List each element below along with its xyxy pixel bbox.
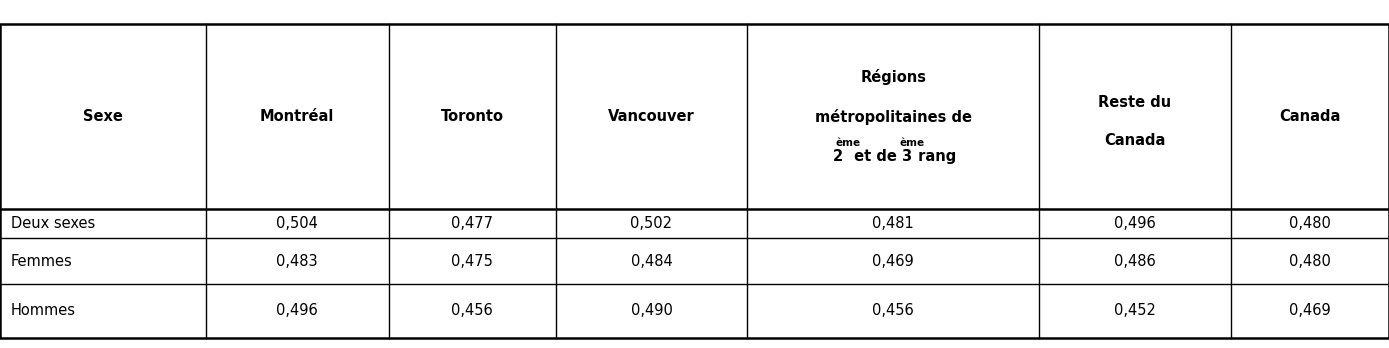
Text: 0,484: 0,484	[631, 253, 672, 269]
Text: Deux sexes: Deux sexes	[11, 216, 96, 231]
Text: ème: ème	[900, 139, 925, 148]
Text: 0,486: 0,486	[1114, 253, 1156, 269]
Text: Canada: Canada	[1279, 109, 1340, 124]
Text: 0,452: 0,452	[1114, 303, 1156, 318]
Text: 0,496: 0,496	[1114, 216, 1156, 231]
Text: Toronto: Toronto	[440, 109, 504, 124]
Text: ème: ème	[835, 139, 860, 148]
Text: Reste du: Reste du	[1099, 95, 1171, 110]
Text: métropolitaines de: métropolitaines de	[814, 109, 972, 125]
Text: Vancouver: Vancouver	[608, 109, 694, 124]
Text: Femmes: Femmes	[11, 253, 72, 269]
Text: 0,469: 0,469	[872, 253, 914, 269]
Text: rang: rang	[914, 149, 957, 164]
Text: 0,496: 0,496	[276, 303, 318, 318]
Text: Canada: Canada	[1104, 133, 1165, 149]
Text: 0,456: 0,456	[451, 303, 493, 318]
Text: 0,480: 0,480	[1289, 216, 1331, 231]
Text: 2: 2	[833, 149, 843, 164]
Text: 0,475: 0,475	[451, 253, 493, 269]
Text: Hommes: Hommes	[11, 303, 76, 318]
Text: 0,483: 0,483	[276, 253, 318, 269]
Text: Régions: Régions	[860, 69, 926, 85]
Text: 0,456: 0,456	[872, 303, 914, 318]
Text: 0,481: 0,481	[872, 216, 914, 231]
Text: Montréal: Montréal	[260, 109, 335, 124]
Text: 0,480: 0,480	[1289, 253, 1331, 269]
Text: 0,490: 0,490	[631, 303, 672, 318]
Text: Sexe: Sexe	[83, 109, 122, 124]
Text: 0,502: 0,502	[631, 216, 672, 231]
Text: et de 3: et de 3	[849, 149, 911, 164]
Text: 0,504: 0,504	[276, 216, 318, 231]
Text: 0,477: 0,477	[451, 216, 493, 231]
Text: 0,469: 0,469	[1289, 303, 1331, 318]
